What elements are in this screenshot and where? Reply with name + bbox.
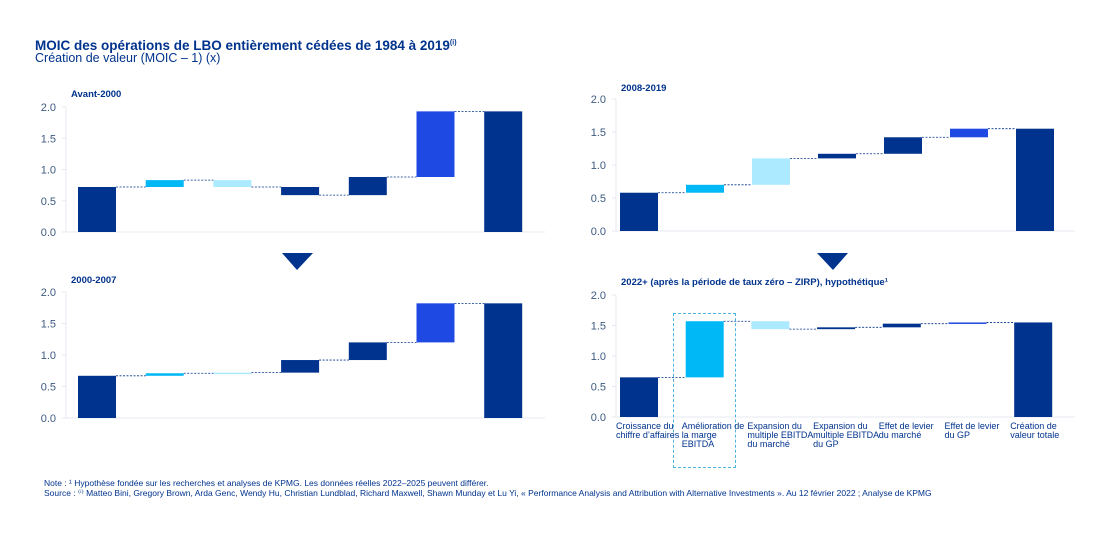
y-tick-label: 1.0 bbox=[591, 160, 606, 172]
bar-2 bbox=[685, 321, 724, 378]
y-tick-label: 1.5 bbox=[41, 133, 56, 145]
category-label: Effet de levier du marché bbox=[878, 421, 934, 440]
y-tick-label: 1.0 bbox=[591, 351, 606, 363]
page-title: MOIC des opérations de LBO entièrement c… bbox=[35, 38, 457, 53]
bar-2 bbox=[145, 180, 184, 187]
bar-5 bbox=[348, 177, 387, 196]
title-footnote-ref: (i) bbox=[449, 39, 457, 47]
y-tick-label: 1.0 bbox=[41, 350, 56, 362]
bar-1 bbox=[620, 192, 658, 231]
y-tick-label: 1.5 bbox=[41, 319, 56, 331]
category-label: Croissance du chiffre d’affaires bbox=[616, 421, 680, 440]
bar-3 bbox=[751, 321, 790, 330]
bar-6 bbox=[950, 128, 988, 138]
bar-6 bbox=[416, 111, 455, 177]
y-tick-label: 0.0 bbox=[591, 412, 606, 424]
y-tick-label: 2.0 bbox=[591, 94, 606, 106]
bar-5 bbox=[348, 342, 387, 361]
panel-title-2008-2019: 2008-2019 bbox=[621, 83, 667, 94]
y-tick-label: 1.5 bbox=[591, 321, 606, 333]
bar-2 bbox=[145, 373, 184, 376]
y-tick-label: 1.5 bbox=[591, 127, 606, 139]
highlight-box bbox=[673, 313, 736, 468]
bar-6 bbox=[948, 322, 987, 324]
y-tick-label: 0.5 bbox=[41, 196, 56, 208]
y-tick-label: 2.0 bbox=[41, 287, 56, 299]
y-tick-label: 2.0 bbox=[41, 102, 56, 114]
bar-3 bbox=[752, 158, 790, 185]
panel-title-2000-2007: 2000-2007 bbox=[71, 275, 117, 286]
bar-1 bbox=[620, 377, 658, 417]
page-subtitle: Création de valeur (MOIC – 1) (x) bbox=[35, 51, 221, 65]
bar-7 bbox=[1014, 322, 1053, 417]
category-label: Expansion du multiple EBITDA du GP bbox=[813, 421, 879, 449]
arrow-down-icon bbox=[282, 253, 313, 270]
bar-4 bbox=[281, 360, 320, 373]
bar-1 bbox=[78, 187, 116, 232]
category-label: Amélioration de la marge EBITDA bbox=[681, 421, 745, 449]
category-label: Effet de levier du GP bbox=[944, 421, 1000, 440]
bar-7 bbox=[1016, 128, 1054, 231]
bar-1 bbox=[78, 375, 116, 418]
bar-4 bbox=[817, 327, 856, 330]
y-tick-label: 0.5 bbox=[41, 382, 56, 394]
footer-note: Note : ¹ Hypothèse fondée sur les recher… bbox=[44, 478, 489, 488]
bar-7 bbox=[484, 111, 523, 232]
category-label: Création de valeur totale bbox=[1010, 421, 1060, 440]
y-tick-label: 0.0 bbox=[41, 227, 56, 239]
title-text: MOIC des opérations de LBO entièrement c… bbox=[35, 38, 450, 53]
bar-5 bbox=[882, 323, 921, 328]
bar-4 bbox=[281, 187, 320, 196]
bar-5 bbox=[884, 137, 922, 154]
y-tick-label: 0.0 bbox=[41, 413, 56, 425]
y-tick-label: 0.0 bbox=[591, 226, 606, 238]
y-tick-label: 2.0 bbox=[591, 290, 606, 302]
category-label: Expansion du multiple EBITDA du marché bbox=[747, 421, 813, 449]
bar-2 bbox=[686, 184, 724, 193]
bar-6 bbox=[416, 303, 455, 343]
panel-title-2022: 2022+ (après la période de taux zéro – Z… bbox=[621, 277, 888, 288]
bar-4 bbox=[818, 153, 856, 159]
y-tick-label: 1.0 bbox=[41, 165, 56, 177]
arrow-down-icon bbox=[817, 253, 848, 270]
panel-title-avant-2000: Avant-2000 bbox=[71, 89, 122, 100]
bar-7 bbox=[484, 303, 523, 418]
y-tick-label: 0.5 bbox=[591, 193, 606, 205]
bar-3 bbox=[213, 372, 252, 375]
y-tick-label: 0.5 bbox=[591, 382, 606, 394]
bar-3 bbox=[213, 180, 252, 187]
footer-source: Source : ⁽ⁱ⁾ Matteo Bini, Gregory Brown,… bbox=[44, 488, 932, 498]
